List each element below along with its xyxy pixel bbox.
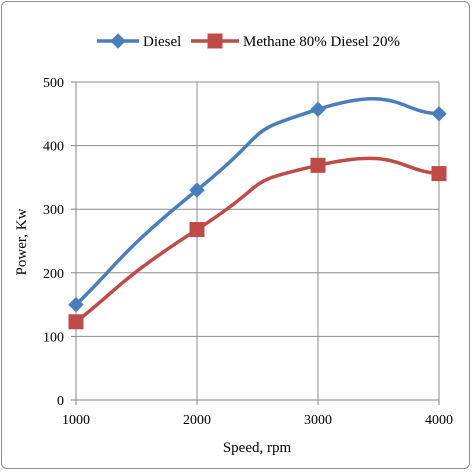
y-tick-label: 400 xyxy=(43,140,64,155)
data-point-diesel xyxy=(189,182,205,198)
legend-label-methane-diesel: Methane 80% Diesel 20% xyxy=(243,34,400,50)
data-point-diesel xyxy=(431,106,447,122)
x-tick-label: 4000 xyxy=(425,413,453,428)
x-axis-label: Speed, rpm xyxy=(223,440,292,456)
series-layer xyxy=(68,97,447,330)
x-tick-label: 1000 xyxy=(62,413,90,428)
y-tick-label: 300 xyxy=(43,203,64,218)
y-tick-label: 100 xyxy=(43,330,64,345)
data-point-diesel xyxy=(310,101,326,118)
legend-label-diesel: Diesel xyxy=(143,34,181,50)
axes: 0 100 200 300 400 500 1000 2000 3000 4000 xyxy=(43,76,453,428)
y-axis-label: Power, Kw xyxy=(14,208,30,275)
data-point-methane-diesel xyxy=(310,157,326,173)
x-tick-label: 2000 xyxy=(183,413,211,428)
y-tick-label: 0 xyxy=(57,394,64,409)
legend-marker-diesel xyxy=(110,33,126,49)
x-tick-label: 3000 xyxy=(304,413,332,428)
grid xyxy=(76,81,440,400)
data-point-methane-diesel xyxy=(68,314,84,330)
y-tick-label: 500 xyxy=(43,76,64,91)
series-line-diesel xyxy=(74,97,441,307)
y-tick-label: 200 xyxy=(43,267,64,282)
legend-marker-methane-diesel xyxy=(207,33,223,49)
data-point-methane-diesel xyxy=(431,166,447,182)
legend: Diesel Methane 80% Diesel 20% xyxy=(97,33,400,50)
data-point-diesel xyxy=(68,296,84,313)
data-point-methane-diesel xyxy=(189,222,205,238)
series-line-methane-diesel xyxy=(74,156,441,324)
